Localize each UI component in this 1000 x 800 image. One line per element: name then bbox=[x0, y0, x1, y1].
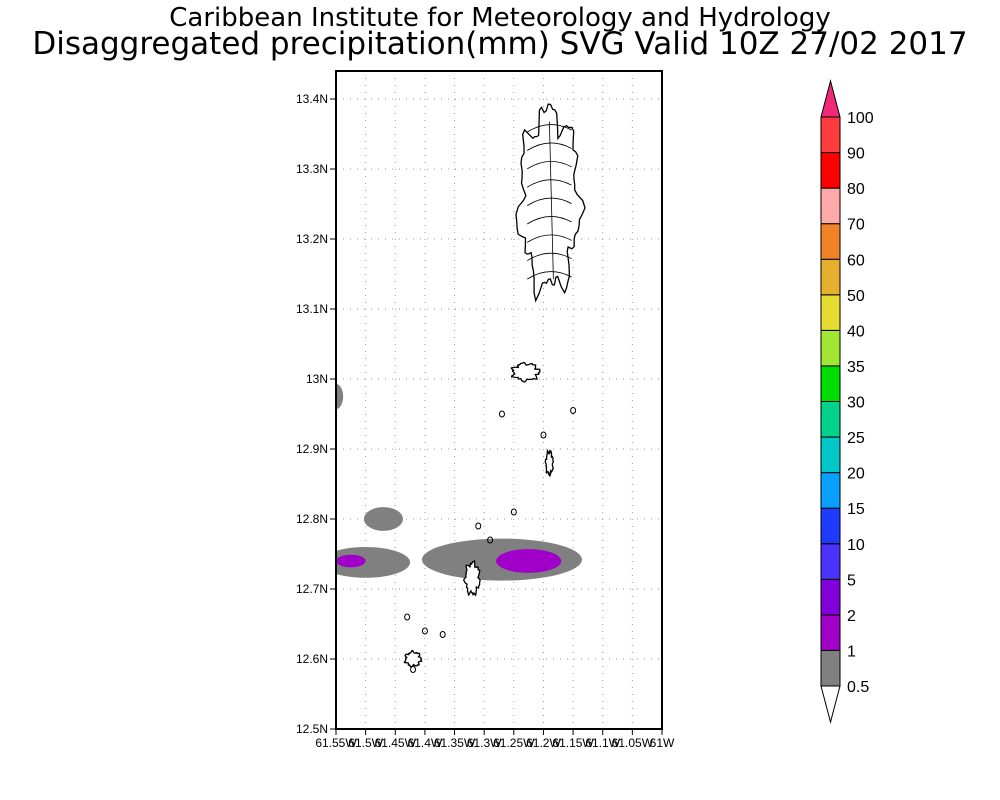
lat-tick-label: 12.5N bbox=[296, 722, 328, 736]
colorbar-swatch bbox=[820, 329, 841, 367]
colorbar-swatch bbox=[820, 365, 841, 402]
grid-lines bbox=[335, 71, 663, 730]
colorbar-label: 2 bbox=[847, 608, 856, 625]
colorbar-label: 0.5 bbox=[847, 679, 869, 696]
colorbar-label: 15 bbox=[847, 501, 865, 518]
cay-outline bbox=[570, 407, 577, 414]
colorbar-swatch bbox=[820, 578, 841, 616]
lon-tick-label: 61.55W bbox=[315, 736, 357, 750]
cay-outline bbox=[510, 508, 517, 516]
lat-tick-label: 13N bbox=[306, 372, 328, 386]
colorbar-label: 50 bbox=[847, 288, 865, 305]
cay-outline bbox=[404, 613, 411, 621]
lat-tick-label: 12.6N bbox=[296, 652, 328, 666]
lon-tick-label: 61.25W bbox=[493, 736, 535, 750]
colorbar-over-arrow bbox=[820, 79, 841, 118]
island-union bbox=[403, 649, 423, 668]
lat-tick-label: 12.7N bbox=[296, 582, 328, 596]
watershed-lines bbox=[526, 121, 572, 280]
lon-tick-label: 61.2W bbox=[526, 736, 561, 750]
colorbar-label: 35 bbox=[847, 359, 865, 376]
colorbar-label: 10 bbox=[847, 537, 865, 554]
colorbar-swatch bbox=[820, 116, 841, 154]
lat-tick-label: 13.3N bbox=[296, 162, 328, 176]
colorbar-label: 80 bbox=[847, 181, 865, 198]
cay-outline bbox=[421, 627, 428, 635]
colorbar-swatch bbox=[820, 258, 841, 296]
cay-outline bbox=[540, 431, 547, 439]
colorbar-swatch bbox=[820, 649, 841, 687]
island-st-vincent bbox=[515, 103, 586, 303]
cay-outline bbox=[439, 631, 446, 638]
lat-tick-label: 13.2N bbox=[296, 232, 328, 246]
lon-tick-label: 61.4W bbox=[408, 736, 443, 750]
lon-tick-label: 61.15W bbox=[552, 736, 594, 750]
colorbar-swatch bbox=[820, 614, 841, 651]
colorbar-swatch bbox=[820, 294, 841, 331]
axis-ticks: 12.5N 12.6N 12.7N 12.8N 12.9N 13N 13.1N 13.2N 13… bbox=[296, 92, 675, 750]
cay-outline bbox=[475, 522, 482, 530]
colorbar-label: 90 bbox=[847, 146, 865, 163]
colorbar-under-arrow bbox=[820, 685, 841, 724]
colorbar-swatch bbox=[820, 401, 841, 438]
precip-area-0-5 bbox=[336, 547, 411, 578]
lon-tick-label: 61.5W bbox=[348, 736, 383, 750]
precip-area-1 bbox=[336, 554, 366, 568]
colorbar-label: 20 bbox=[847, 466, 865, 483]
lat-tick-label: 12.9N bbox=[296, 442, 328, 456]
cay-outline bbox=[410, 666, 417, 673]
island-canouan bbox=[462, 559, 481, 597]
precip-area-1 bbox=[496, 549, 562, 573]
precipitation-layer bbox=[336, 383, 582, 581]
colorbar-label: 1 bbox=[847, 643, 856, 660]
colorbar-label: 100 bbox=[847, 110, 874, 127]
lon-tick-label: 61.1W bbox=[585, 736, 620, 750]
colorbar-label: 30 bbox=[847, 395, 865, 412]
colorbar-label: 40 bbox=[847, 323, 865, 340]
colorbar-swatch bbox=[820, 187, 841, 225]
lat-tick-label: 13.1N bbox=[296, 302, 328, 316]
lon-tick-label: 61.3W bbox=[467, 736, 502, 750]
colorbar-swatch bbox=[820, 152, 841, 189]
colorbar-label: 25 bbox=[847, 430, 865, 447]
colorbar-swatch bbox=[820, 543, 841, 580]
colorbar-swatch bbox=[820, 472, 841, 509]
lon-tick-label: 61.05W bbox=[612, 736, 654, 750]
lat-tick-label: 12.8N bbox=[296, 512, 328, 526]
precip-area-0-5 bbox=[363, 507, 403, 531]
colorbar-swatch bbox=[820, 507, 841, 545]
map-frame bbox=[335, 70, 663, 730]
island-mustique bbox=[544, 448, 554, 477]
chart-title: Caribbean Institute for Meteorology and … bbox=[169, 3, 831, 33]
lon-tick-label: 61.45W bbox=[375, 736, 417, 750]
colorbar-label: 70 bbox=[847, 217, 865, 234]
lat-tick-label: 13.4N bbox=[296, 92, 328, 106]
lon-tick-label: 61.35W bbox=[434, 736, 476, 750]
colorbar-swatch bbox=[820, 436, 841, 474]
cay-outline bbox=[498, 410, 505, 418]
cay-outline bbox=[487, 536, 494, 544]
precip-area-0-5 bbox=[336, 383, 344, 410]
coastlines bbox=[403, 103, 586, 673]
island-bequia bbox=[510, 361, 541, 383]
colorbar-swatch bbox=[820, 223, 841, 260]
lon-tick-label: 61W bbox=[650, 736, 675, 750]
colorbar-label: 60 bbox=[847, 252, 865, 269]
colorbar-label: 5 bbox=[847, 572, 856, 589]
chart-subtitle: Disaggregated precipitation(mm) SVG Vali… bbox=[32, 26, 968, 62]
